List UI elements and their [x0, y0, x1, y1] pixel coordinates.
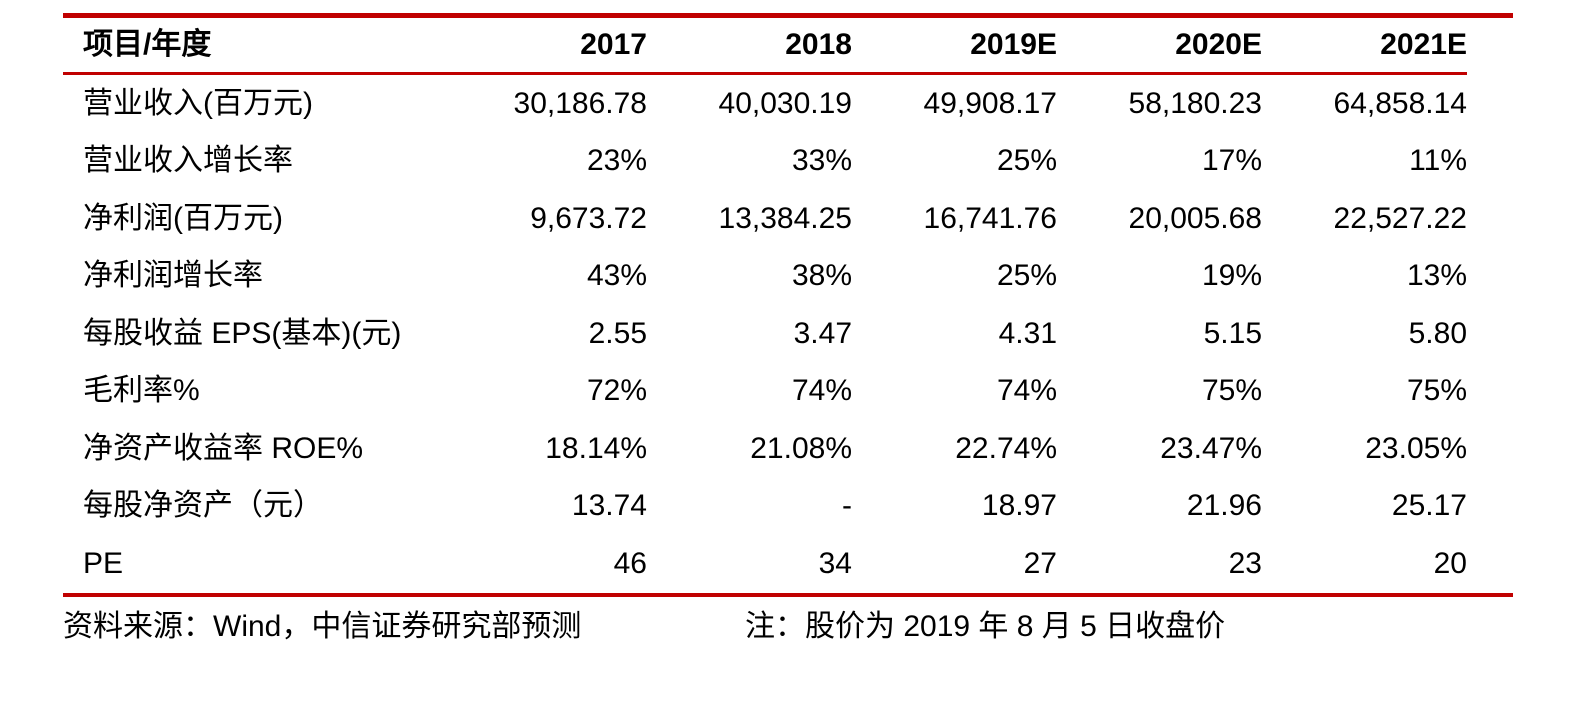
- cell-value: 72%: [586, 374, 647, 408]
- table-row: 营业收入增长率 23% 33% 25% 17% 11%: [63, 133, 1467, 191]
- cell-value: 40,030.19: [718, 86, 852, 120]
- table-row: 每股收益 EPS(基本)(元) 2.55 3.47 4.31 5.15 5.80: [63, 305, 1467, 363]
- table-row: PE 46 34 27 23 20: [63, 535, 1467, 593]
- cell-value: 58,180.23: [1128, 86, 1262, 120]
- year-header-2021e: 2021E: [1262, 18, 1467, 75]
- cell-value: 33%: [791, 144, 852, 178]
- cell-value: 21.08%: [750, 431, 852, 465]
- table-row: 净利润增长率 43% 38% 25% 19% 13%: [63, 248, 1467, 306]
- year-header-2018: 2018: [647, 18, 852, 75]
- cell-value: 19%: [1201, 259, 1262, 293]
- cell-value: 2.55: [588, 316, 647, 350]
- table-row: 净利润(百万元) 9,673.72 13,384.25 16,741.76 20…: [63, 190, 1467, 248]
- header-item-year: 项目/年度: [63, 18, 442, 75]
- cell-value: 17%: [1201, 144, 1262, 178]
- row-label: 净资产收益率 ROE%: [83, 431, 364, 465]
- cell-value: 34: [818, 546, 852, 580]
- year-header-2020e: 2020E: [1057, 18, 1262, 75]
- cell-value: 23.47%: [1160, 431, 1262, 465]
- cell-value: 30,186.78: [513, 86, 647, 120]
- table-row: 净资产收益率 ROE% 18.14% 21.08% 22.74% 23.47% …: [63, 420, 1467, 478]
- row-label: 毛利率%: [83, 374, 200, 408]
- cell-value: 23: [1228, 546, 1262, 580]
- cell-value: 38%: [791, 259, 852, 293]
- cell-value: 23.05%: [1365, 431, 1467, 465]
- cell-value: 13.74: [571, 489, 647, 523]
- table-row: 每股净资产（元） 13.74 - 18.97 21.96 25.17: [63, 478, 1467, 536]
- cell-value: 5.80: [1408, 316, 1467, 350]
- cell-value: 3.47: [793, 316, 852, 350]
- cell-value: 46: [613, 546, 647, 580]
- cell-value: 25%: [996, 144, 1057, 178]
- row-label: 净利润增长率: [83, 259, 263, 293]
- row-label: 营业收入增长率: [83, 144, 293, 178]
- table-row: 毛利率% 72% 74% 74% 75% 75%: [63, 363, 1467, 421]
- row-label: 每股净资产（元）: [83, 489, 323, 523]
- row-label: 净利润(百万元): [83, 201, 283, 235]
- cell-value: 21.96: [1186, 489, 1262, 523]
- cell-value: 22,527.22: [1333, 201, 1467, 235]
- cell-value: 16,741.76: [923, 201, 1057, 235]
- cell-value: 13,384.25: [718, 201, 852, 235]
- year-header-2017: 2017: [442, 18, 647, 75]
- cell-value: 23%: [586, 144, 647, 178]
- financial-table: 项目/年度 2017 2018 2019E 2020E 2021E 营业收入(百…: [63, 18, 1467, 593]
- cell-value: 25%: [996, 259, 1057, 293]
- source-text: 资料来源：Wind，中信证券研究部预测: [63, 610, 582, 643]
- cell-value: 27: [1023, 546, 1057, 580]
- row-label: PE: [83, 546, 124, 580]
- year-header-2019e: 2019E: [852, 18, 1057, 75]
- cell-value: 20: [1433, 546, 1467, 580]
- note-text: 注：股价为 2019 年 8 月 5 日收盘价: [745, 610, 1226, 643]
- cell-value: 22.74%: [955, 431, 1057, 465]
- cell-value: 74%: [996, 374, 1057, 408]
- cell-value: 64,858.14: [1333, 86, 1467, 120]
- cell-value: 18.14%: [545, 431, 647, 465]
- cell-value: 11%: [1409, 144, 1467, 178]
- cell-value: 18.97: [981, 489, 1057, 523]
- row-label: 营业收入(百万元): [83, 86, 313, 120]
- cell-value: -: [842, 489, 852, 523]
- financial-summary-table: 项目/年度 2017 2018 2019E 2020E 2021E 营业收入(百…: [63, 13, 1513, 597]
- cell-value: 25.17: [1391, 489, 1467, 523]
- cell-value: 9,673.72: [530, 201, 647, 235]
- cell-value: 20,005.68: [1128, 201, 1262, 235]
- cell-value: 75%: [1201, 374, 1262, 408]
- row-label: 每股收益 EPS(基本)(元): [83, 316, 402, 350]
- table-footer: 资料来源：Wind，中信证券研究部预测 注：股价为 2019 年 8 月 5 日…: [63, 604, 1513, 649]
- cell-value: 74%: [791, 374, 852, 408]
- cell-value: 49,908.17: [923, 86, 1057, 120]
- cell-value: 4.31: [998, 316, 1057, 350]
- table-header-row: 项目/年度 2017 2018 2019E 2020E 2021E: [63, 18, 1467, 75]
- cell-value: 13%: [1406, 259, 1467, 293]
- cell-value: 43%: [586, 259, 647, 293]
- table-row: 营业收入(百万元) 30,186.78 40,030.19 49,908.17 …: [63, 74, 1467, 133]
- cell-value: 5.15: [1203, 316, 1262, 350]
- cell-value: 75%: [1406, 374, 1467, 408]
